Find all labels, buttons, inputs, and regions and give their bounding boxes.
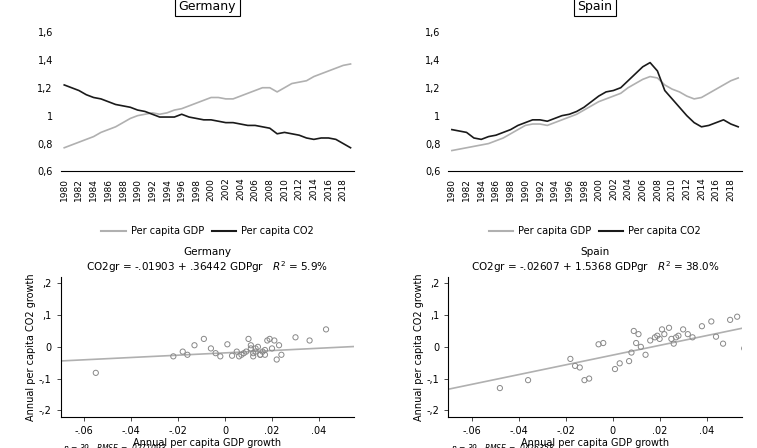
Point — [677, 326, 689, 333]
Point — [656, 326, 668, 333]
Point — [268, 337, 280, 344]
Point — [254, 351, 266, 358]
Point — [304, 337, 316, 344]
Point — [649, 334, 661, 341]
Point — [289, 334, 301, 341]
Point — [668, 340, 680, 347]
Point — [687, 334, 699, 341]
Point — [242, 335, 254, 342]
Text: $n$ = 39   RMSE = .0426358: $n$ = 39 RMSE = .0426358 — [451, 442, 555, 448]
Point — [226, 352, 238, 359]
Legend: Per capita GDP, Per capita CO2: Per capita GDP, Per capita CO2 — [98, 222, 317, 240]
Point — [233, 353, 245, 360]
Point — [696, 323, 708, 330]
Point — [597, 340, 609, 347]
Point — [257, 348, 269, 355]
Point — [259, 351, 271, 358]
Point — [569, 362, 581, 370]
Point — [564, 355, 576, 362]
Point — [632, 331, 644, 338]
Point — [254, 351, 266, 358]
Point — [623, 358, 635, 365]
Point — [235, 351, 248, 358]
Point — [583, 375, 595, 382]
Point — [651, 332, 663, 339]
Point — [261, 337, 273, 344]
Point — [625, 349, 637, 356]
Point — [665, 335, 678, 342]
Point — [263, 335, 276, 342]
Point — [706, 318, 718, 325]
Point — [250, 348, 262, 355]
Title: Spain: Spain — [578, 0, 612, 13]
Point — [250, 345, 262, 352]
Point — [731, 313, 743, 320]
Point — [494, 384, 506, 392]
Point — [273, 342, 285, 349]
Point — [247, 349, 259, 357]
Point — [574, 364, 586, 371]
Point — [245, 345, 257, 352]
X-axis label: Annual per capita GDP growth: Annual per capita GDP growth — [133, 439, 282, 448]
Point — [682, 331, 694, 338]
Point — [198, 335, 210, 342]
Point — [271, 356, 283, 363]
Point — [738, 345, 750, 352]
Point — [522, 377, 534, 384]
Point — [614, 360, 626, 367]
Point — [214, 353, 226, 360]
Point — [635, 343, 647, 350]
Point — [90, 369, 102, 376]
Point — [659, 331, 671, 338]
Point — [628, 327, 640, 335]
Point — [630, 340, 642, 347]
Point — [653, 335, 665, 342]
Text: $n$ = 39   RMSE = .0271093: $n$ = 39 RMSE = .0271093 — [64, 442, 167, 448]
Point — [266, 345, 278, 352]
Point — [182, 351, 194, 358]
Point — [640, 351, 652, 358]
Legend: Per capita GDP, Per capita CO2: Per capita GDP, Per capita CO2 — [485, 222, 705, 240]
Point — [167, 353, 179, 360]
Point — [176, 348, 188, 355]
Point — [205, 345, 217, 352]
Point — [672, 332, 684, 339]
Point — [609, 366, 621, 373]
Point — [188, 342, 201, 349]
Point — [221, 341, 233, 348]
Point — [238, 349, 250, 357]
Point — [259, 346, 271, 353]
Y-axis label: Annual per capita CO2 growth: Annual per capita CO2 growth — [26, 273, 36, 421]
Point — [320, 326, 332, 333]
Point — [717, 340, 729, 347]
Point — [210, 349, 222, 357]
Point — [663, 324, 675, 332]
Point — [578, 377, 590, 384]
Point — [247, 353, 259, 360]
X-axis label: Annual per capita GDP growth: Annual per capita GDP growth — [521, 439, 669, 448]
Point — [593, 341, 605, 348]
Point — [252, 343, 264, 350]
Point — [245, 342, 257, 349]
Point — [240, 348, 252, 355]
Y-axis label: Annual per capita CO2 growth: Annual per capita CO2 growth — [413, 273, 423, 421]
Point — [231, 348, 243, 355]
Point — [710, 333, 722, 340]
Title: Spain
CO2gr = -.02607 + 1.5368 GDPgr   $R^2$ = 38.0%: Spain CO2gr = -.02607 + 1.5368 GDPgr $R^… — [471, 247, 719, 276]
Title: Germany
CO2gr = -.01903 + .36442 GDPgr   $R^2$ = 5.9%: Germany CO2gr = -.01903 + .36442 GDPgr $… — [86, 247, 329, 276]
Point — [670, 334, 682, 341]
Title: Germany: Germany — [179, 0, 236, 13]
Point — [644, 337, 656, 344]
Point — [724, 316, 736, 323]
Point — [276, 351, 288, 358]
